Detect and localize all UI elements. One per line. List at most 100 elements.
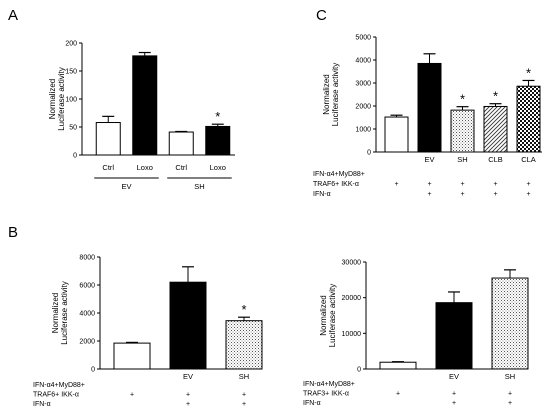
condition-mark: + [508, 391, 512, 398]
condition-label: IFN-α4+MyD88+ [313, 171, 365, 178]
bar [205, 125, 231, 156]
y-tick-label: 1000 [355, 127, 371, 134]
bar [483, 105, 508, 153]
y-tick-label: 5000 [355, 35, 371, 42]
y-tick-label: 0 [367, 150, 371, 157]
bar [450, 109, 475, 153]
category-label: SH [239, 372, 249, 381]
category-label: SH [457, 155, 467, 164]
y-tick-label: 100 [65, 97, 77, 104]
category-label: Ctrl [175, 163, 187, 172]
condition-mark: + [452, 391, 456, 398]
y-tick-label: 50 [69, 125, 77, 132]
condition-label: IFN-α [303, 400, 321, 407]
y-axis-title: NormalizedLuciferase activity [48, 67, 66, 131]
bar [384, 116, 409, 153]
y-tick-label: 0 [357, 367, 361, 374]
y-axis-title-line: Luciferase activity [60, 281, 69, 345]
panel-label-c: C [316, 7, 327, 24]
bar [169, 281, 207, 370]
condition-mark: + [394, 181, 398, 188]
y-axis-title-line: Normalized [319, 295, 328, 335]
bar [113, 342, 151, 370]
condition-mark: + [493, 191, 497, 198]
y-tick-label: 10000 [342, 331, 362, 338]
category-label: CLA [521, 155, 536, 164]
condition-mark: + [460, 181, 464, 188]
bar [95, 122, 121, 156]
bar [417, 62, 442, 153]
bar [491, 277, 529, 370]
significance-marker: * [460, 92, 465, 107]
category-label: Loxo [137, 163, 153, 172]
condition-label: IFN-α4+MyD88+ [33, 382, 85, 389]
condition-label: IFN-α4+MyD88+ [303, 381, 355, 388]
significance-marker: * [526, 65, 531, 80]
condition-mark: + [526, 181, 530, 188]
chart-panel-d: 0 10000 20000 30000 NormalizedLuciferase act… [303, 260, 529, 407]
condition-label: TRAF6+ IKK-α [33, 392, 79, 399]
y-axis-title-line: Luciferase activity [328, 284, 337, 348]
y-tick-label: 150 [65, 69, 77, 76]
y-axis-title-line: Normalized [51, 293, 60, 333]
chart-panel-b: 0 2000 4000 6000 8000 NormalizedLuciferase ac… [33, 255, 263, 408]
category-label: SH [505, 372, 515, 381]
y-axis-title: NormalizedLuciferase activity [51, 281, 69, 345]
condition-mark: + [493, 181, 497, 188]
category-label: Ctrl [102, 163, 114, 172]
group-label: EV [121, 182, 131, 191]
condition-mark: + [242, 392, 246, 399]
y-tick-label: 0 [73, 153, 77, 160]
condition-mark: + [508, 400, 512, 407]
y-axis-title: NormalizedLuciferase activity [322, 63, 340, 127]
significance-marker: * [215, 109, 220, 124]
y-axis-title-line: Normalized [322, 74, 331, 114]
category-label: EV [183, 372, 193, 381]
y-tick-label: 2000 [79, 339, 95, 346]
condition-mark: + [427, 181, 431, 188]
condition-mark: + [460, 191, 464, 198]
condition-mark: + [452, 400, 456, 407]
condition-mark: + [427, 191, 431, 198]
y-tick-label: 4000 [355, 58, 371, 65]
y-tick-label: 4000 [79, 311, 95, 318]
condition-mark: + [526, 191, 530, 198]
bar [379, 361, 417, 370]
y-axis-title-line: Normalized [48, 79, 57, 119]
category-label: EV [449, 372, 459, 381]
y-tick-label: 20000 [342, 295, 362, 302]
group-label: SH [194, 182, 204, 191]
panel-label-a: A [8, 7, 18, 24]
y-tick-label: 3000 [355, 81, 371, 88]
category-label: Loxo [210, 163, 226, 172]
condition-label: TRAF3+ IKK-α [303, 391, 349, 398]
condition-mark: + [130, 392, 134, 399]
condition-mark: + [186, 392, 190, 399]
y-tick-label: 6000 [79, 283, 95, 290]
condition-mark: + [186, 401, 190, 408]
condition-label: IFN-α [33, 401, 51, 408]
condition-mark: + [396, 391, 400, 398]
condition-label: IFN-α [313, 191, 331, 198]
category-label: CLB [488, 155, 503, 164]
bar [516, 85, 541, 153]
category-label: EV [424, 155, 434, 164]
condition-label: TRAF6+ IKK-α [313, 181, 359, 188]
condition-mark: + [242, 401, 246, 408]
y-tick-label: 8000 [79, 255, 95, 262]
y-axis-title-line: Luciferase activity [57, 67, 66, 131]
chart-panel-a: 0 50 100 150 200 NormalizedLuciferase activit… [48, 41, 235, 191]
bar [225, 320, 263, 370]
bar [168, 131, 194, 156]
y-tick-label: 200 [65, 41, 77, 48]
y-tick-label: 2000 [355, 104, 371, 111]
significance-marker: * [493, 89, 498, 104]
y-axis-title-line: Luciferase activity [331, 63, 340, 127]
y-axis-title: NormalizedLuciferase activity [319, 284, 337, 348]
bar [435, 302, 473, 370]
significance-marker: * [241, 302, 246, 317]
y-tick-label: 0 [91, 367, 95, 374]
chart-panel-c: 0 1000 2000 3000 4000 5000 NormalizedLuciferas… [313, 35, 542, 198]
bar [132, 55, 158, 156]
